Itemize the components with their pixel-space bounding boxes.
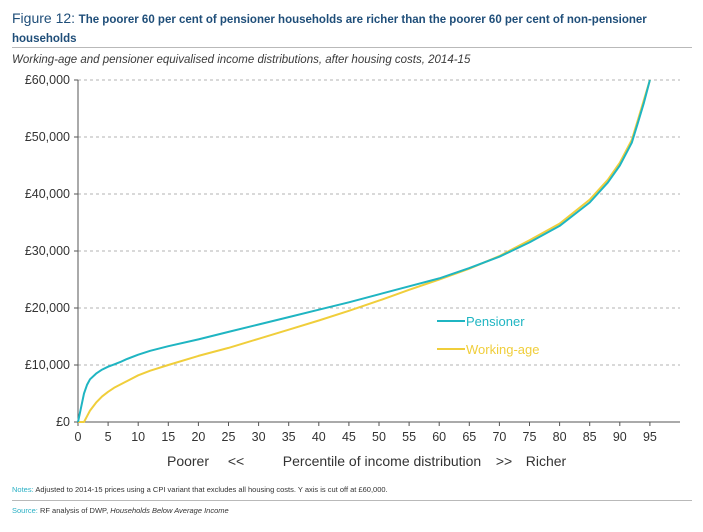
chart-notes: Notes: Adjusted to 2014-15 prices using …	[12, 485, 388, 494]
x-tick-label-4: 20	[191, 430, 205, 444]
y-tick-label-3: £30,000	[25, 244, 70, 258]
x-axis-label-part-2: Percentile of income distribution	[283, 453, 481, 469]
x-tick-label-13: 65	[462, 430, 476, 444]
source-title: Households Below Average Income	[110, 506, 229, 515]
x-axis-label-part-0: Poorer	[167, 453, 209, 469]
chart-subtitle: Working-age and pensioner equivalised in…	[12, 54, 471, 66]
figure-heading: The poorer 60 per cent of pensioner hous…	[12, 14, 647, 45]
x-tick-label-6: 30	[252, 430, 266, 444]
x-tick-label-15: 75	[523, 430, 537, 444]
x-tick-label-14: 70	[492, 430, 506, 444]
x-axis-label-part-1: <<	[228, 453, 244, 469]
x-axis-label: Poorer << Percentile of income distributio…	[167, 453, 567, 469]
series-lines	[77, 79, 651, 423]
notes-text: Adjusted to 2014-15 prices using a CPI v…	[35, 485, 388, 494]
x-tick-label-11: 55	[402, 430, 416, 444]
x-tick-label-2: 10	[131, 430, 145, 444]
x-tick-label-1: 5	[105, 430, 112, 444]
notes-label: Notes:	[12, 485, 34, 494]
source-text: RF analysis of DWP,	[39, 506, 111, 515]
line-chart: £0 £10,000 £20,000 £30,000 £40,000 £50,000 £60…	[25, 73, 680, 469]
x-tick-label-5: 25	[222, 430, 236, 444]
x-tick-label-0: 0	[75, 430, 82, 444]
figure-title: Figure 12: The poorer 60 per cent of pen…	[12, 10, 692, 48]
y-tick-label-2: £20,000	[25, 301, 70, 315]
chart-source: Source: RF analysis of DWP, Households B…	[12, 506, 229, 515]
x-axis-ticks: 0 5 10 15 20 25 30 35 40 45 50 55 60 65 70 75 80 85 90 95	[75, 422, 657, 444]
y-tick-label-5: £50,000	[25, 130, 70, 144]
x-tick-label-18: 90	[613, 430, 627, 444]
x-tick-label-16: 80	[553, 430, 567, 444]
notes-divider	[12, 500, 692, 501]
x-tick-label-3: 15	[161, 430, 175, 444]
x-axis-label-part-3: >>	[496, 453, 512, 469]
y-tick-label-1: £10,000	[25, 358, 70, 372]
x-tick-label-19: 95	[643, 430, 657, 444]
series-line-pensioner	[77, 79, 651, 423]
legend-label-pensioner: Pensioner	[466, 314, 525, 329]
series-line-working-age	[78, 79, 651, 423]
x-tick-label-7: 35	[282, 430, 296, 444]
x-tick-label-10: 50	[372, 430, 386, 444]
y-tick-label-4: £40,000	[25, 187, 70, 201]
y-tick-label-0: £0	[56, 415, 70, 429]
source-label: Source:	[12, 506, 38, 515]
x-tick-label-17: 85	[583, 430, 597, 444]
legend-label-working-age: Working-age	[466, 342, 539, 357]
y-tick-label-6: £60,000	[25, 73, 70, 87]
x-tick-label-9: 45	[342, 430, 356, 444]
figure-label: Figure 12:	[12, 10, 76, 26]
x-tick-label-12: 60	[432, 430, 446, 444]
legend: Pensioner Working-age	[437, 314, 539, 357]
title-divider	[12, 47, 692, 48]
gridlines	[78, 79, 680, 366]
x-tick-label-8: 40	[312, 430, 326, 444]
y-axis-ticks: £0 £10,000 £20,000 £30,000 £40,000 £50,000 £60…	[25, 73, 78, 429]
x-axis-label-part-4: Richer	[526, 453, 567, 469]
